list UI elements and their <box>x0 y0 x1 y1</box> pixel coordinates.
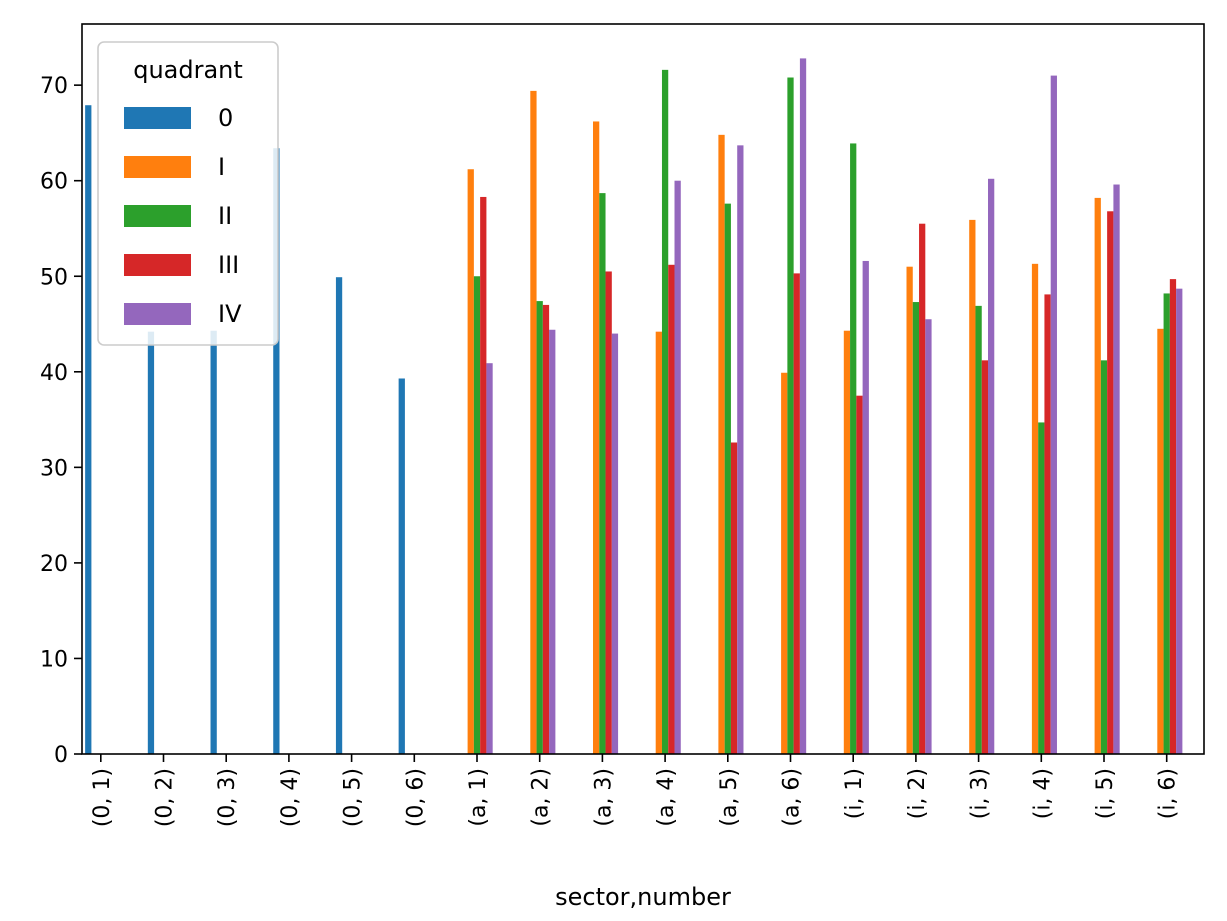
legend-title: quadrant <box>133 56 243 84</box>
bar-IV-9 <box>674 180 681 754</box>
x-tick-label: (0, 3) <box>215 768 240 827</box>
bar-II-9 <box>661 69 669 755</box>
legend-box <box>97 41 279 346</box>
bar-I-9 <box>655 331 662 754</box>
legend-label-II: II <box>218 202 232 230</box>
bar-III-11 <box>793 273 800 754</box>
bar-III-15 <box>1044 294 1051 754</box>
bar-IV-15 <box>1050 75 1057 755</box>
legend-swatch-IV <box>124 303 191 325</box>
bar-II-17 <box>1163 293 1170 754</box>
x-tick-label: (a, 4) <box>654 768 679 827</box>
bar-III-12 <box>856 395 863 754</box>
bar-II-7 <box>536 301 543 754</box>
bar-I-16 <box>1094 197 1101 754</box>
x-tick-label: (0, 2) <box>153 768 178 827</box>
bar-II-13 <box>912 302 920 754</box>
bar-II-16 <box>1100 360 1108 754</box>
bar-0-1 <box>147 331 155 754</box>
legend-swatch-0 <box>124 107 191 129</box>
bar-IV-8 <box>611 333 619 754</box>
bar-IV-11 <box>799 58 807 754</box>
bar-III-9 <box>668 264 675 754</box>
bar-I-11 <box>781 372 788 754</box>
legend-label-0: 0 <box>218 104 233 132</box>
bar-I-10 <box>718 134 725 755</box>
legend-label-I: I <box>218 153 225 181</box>
x-tick-label: (0, 5) <box>341 768 366 827</box>
x-tick-label: (a, 3) <box>591 768 616 827</box>
bar-II-14 <box>975 305 982 754</box>
legend-swatch-I <box>124 156 191 178</box>
y-tick-label: 60 <box>40 170 68 195</box>
y-tick-label: 50 <box>40 265 68 290</box>
bar-I-12 <box>843 330 851 754</box>
bar-II-6 <box>473 276 481 754</box>
bar-II-10 <box>724 203 731 754</box>
bar-II-8 <box>599 193 606 754</box>
bar-III-16 <box>1107 211 1114 754</box>
bar-II-12 <box>850 143 857 754</box>
bar-IV-14 <box>988 178 995 755</box>
bar-I-14 <box>969 219 976 754</box>
bar-IV-13 <box>925 319 932 754</box>
bar-0-3 <box>273 148 280 754</box>
x-tick-label: (i, 3) <box>968 768 993 819</box>
bar-I-8 <box>593 121 600 754</box>
bar-III-7 <box>542 304 550 754</box>
bar-IV-10 <box>737 145 744 755</box>
bar-III-14 <box>981 360 989 754</box>
y-tick-label: 30 <box>40 456 68 481</box>
bar-III-17 <box>1169 279 1177 754</box>
legend-swatch-II <box>124 205 191 227</box>
bar-III-10 <box>730 442 738 754</box>
y-tick-label: 40 <box>40 361 68 386</box>
bar-I-13 <box>906 266 913 754</box>
x-tick-label: (i, 5) <box>1093 768 1118 819</box>
legend-label-III: III <box>218 251 239 279</box>
x-tick-label: (0, 1) <box>90 768 115 827</box>
bar-IV-17 <box>1176 288 1183 754</box>
bar-II-11 <box>787 77 794 754</box>
bar-II-15 <box>1038 422 1045 754</box>
y-tick-label: 20 <box>40 552 68 577</box>
bar-III-13 <box>919 223 926 754</box>
bar-IV-7 <box>549 329 556 754</box>
x-axis-label: sector,number <box>555 883 731 911</box>
y-axis: 0 10 20 30 40 50 60 70 <box>40 74 82 768</box>
x-tick-label: (a, 6) <box>780 768 805 827</box>
x-tick-label: (i, 6) <box>1156 768 1181 819</box>
bar-0-2 <box>210 330 217 754</box>
x-axis: (0, 1) (0, 2) (0, 3) (0, 4) (0, 5) (0, 6) (a, … <box>90 754 1181 827</box>
y-tick-label: 10 <box>40 647 68 672</box>
bar-I-17 <box>1157 328 1164 754</box>
x-tick-label: (a, 5) <box>717 768 742 827</box>
x-tick-label: (0, 4) <box>278 768 303 827</box>
x-tick-label: (i, 2) <box>905 768 930 819</box>
x-tick-label: (i, 4) <box>1030 768 1055 819</box>
x-tick-label: (0, 6) <box>403 768 428 827</box>
legend-label-IV: IV <box>218 300 242 328</box>
bars-group <box>85 58 1183 755</box>
bar-I-6 <box>467 169 474 755</box>
y-tick-label: 70 <box>40 74 68 99</box>
bar-0-5 <box>398 378 405 754</box>
bar-IV-6 <box>486 363 493 754</box>
x-tick-label: (a, 1) <box>466 768 491 827</box>
bar-I-7 <box>530 90 537 754</box>
bar-I-15 <box>1031 263 1039 754</box>
bar-III-8 <box>605 271 612 754</box>
bar-0-0 <box>85 105 92 755</box>
x-tick-label: (i, 1) <box>842 768 867 819</box>
x-tick-label: (a, 2) <box>529 768 554 827</box>
bar-IV-16 <box>1113 184 1120 754</box>
bar-IV-12 <box>862 260 869 754</box>
bar-III-6 <box>480 196 487 754</box>
plot-frame <box>81 23 1205 755</box>
y-tick-label: 0 <box>54 743 68 768</box>
bar-0-4 <box>335 277 343 754</box>
legend-swatch-III <box>124 254 191 276</box>
